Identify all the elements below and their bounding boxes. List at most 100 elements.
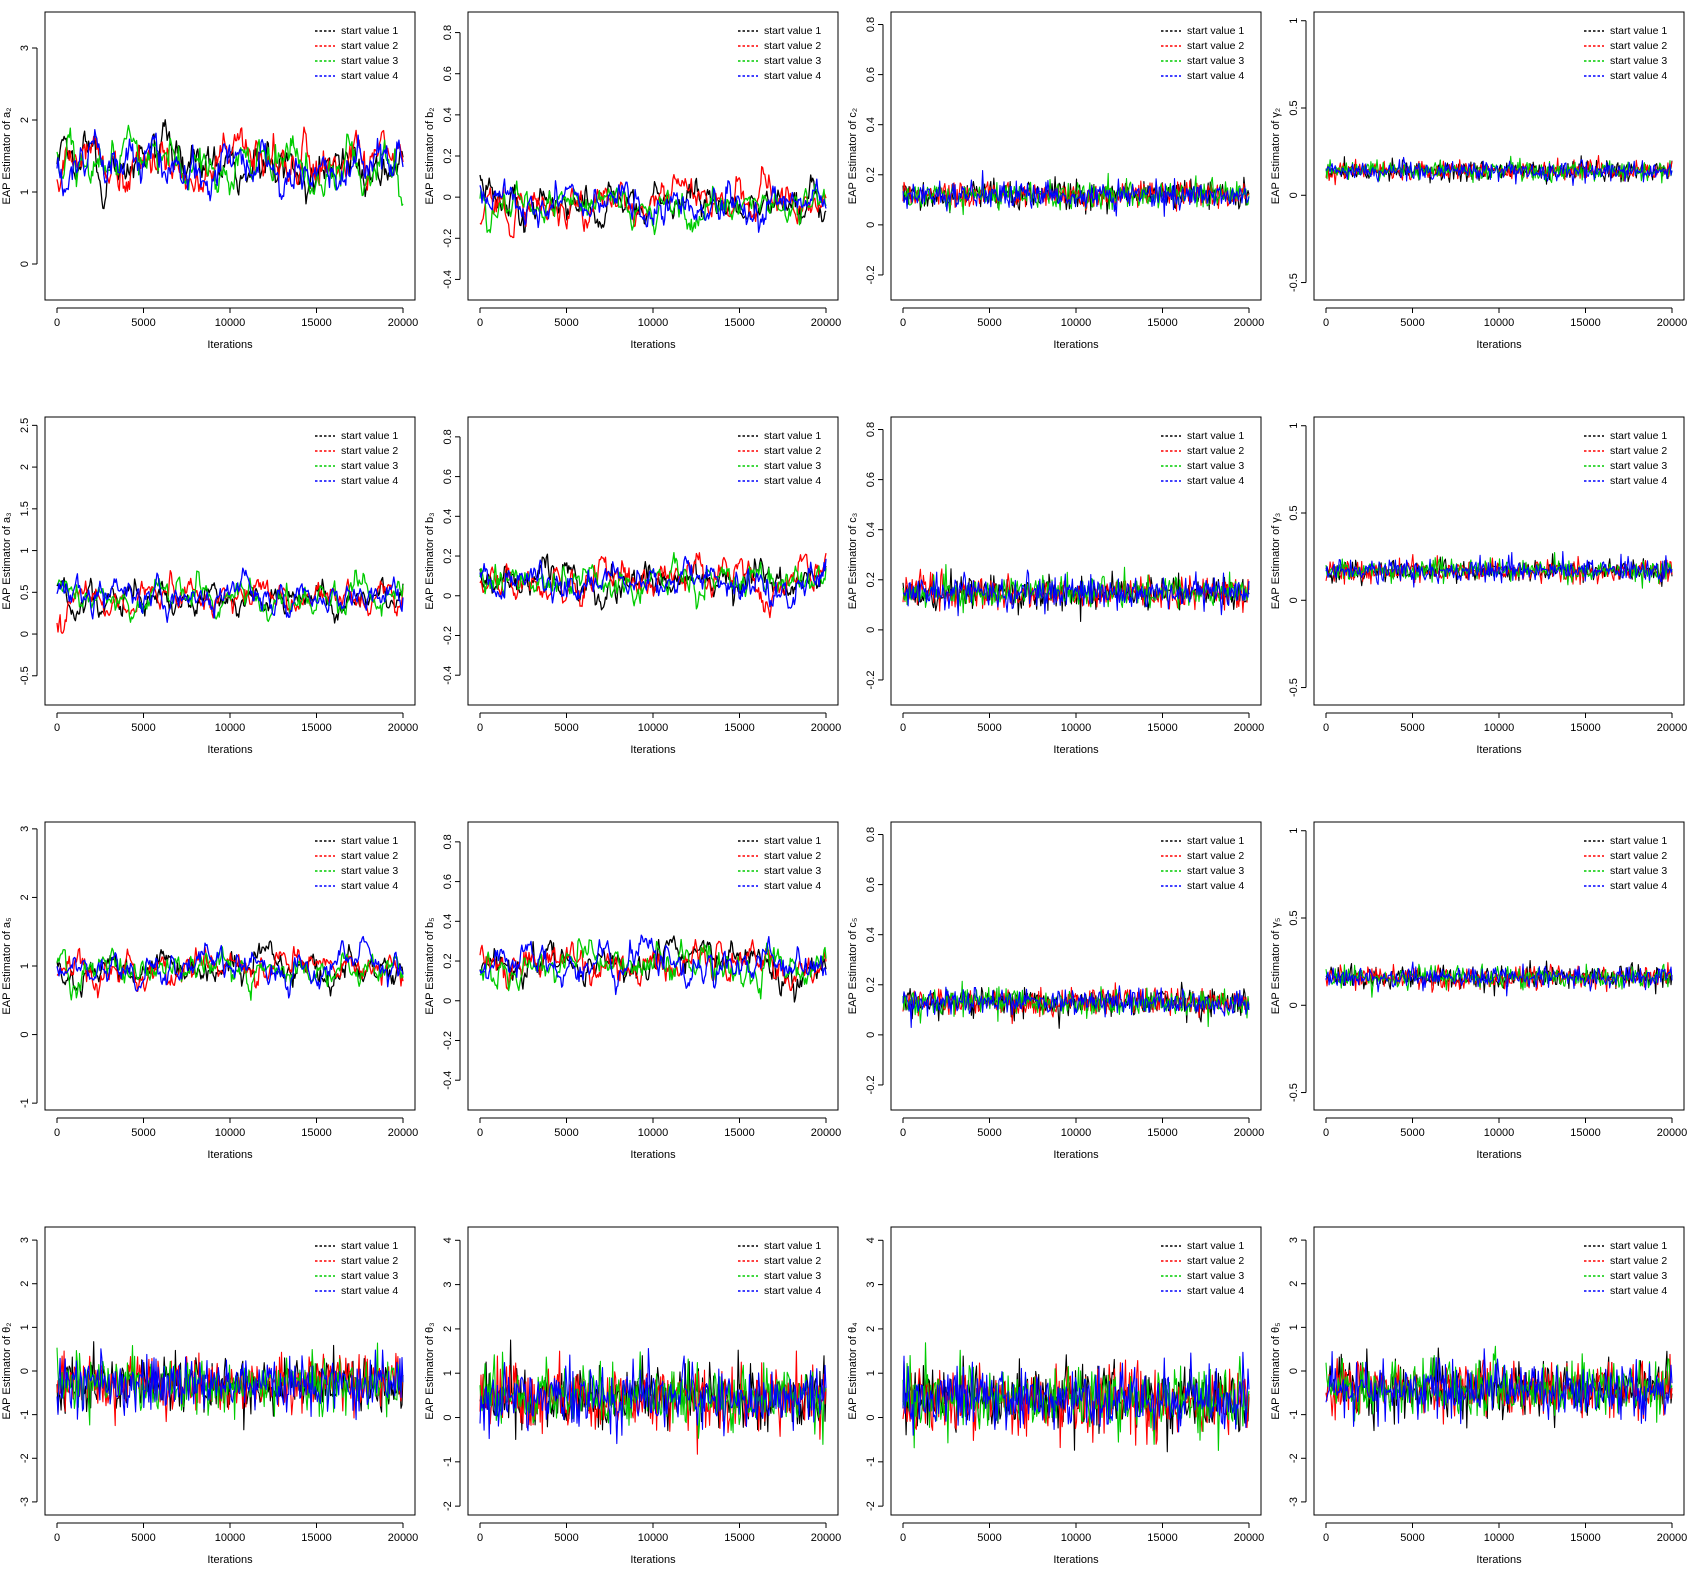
x-tick-label: 15000 <box>301 1127 332 1139</box>
y-axis-title: EAP Estimator of γ₂ <box>1270 108 1282 204</box>
legend-label: start value 3 <box>341 865 398 877</box>
y-tick-label: -0.2 <box>865 265 877 284</box>
x-tick-label: 0 <box>900 1532 906 1544</box>
x-tick-label: 10000 <box>1484 1127 1515 1139</box>
trace-plot-svg: 0 5000 10000 15000 20000 -0.4 -0.2 0 0.2 0.4 0.6 0.… <box>424 11 841 351</box>
x-tick-label: 5000 <box>977 1532 1001 1544</box>
legend-label: start value 1 <box>764 25 821 37</box>
y-tick-label: 0.4 <box>865 117 877 132</box>
x-axis-title: Iterations <box>630 744 676 756</box>
y-tick-label: 1 <box>19 1324 31 1330</box>
trace-plot-svg: 0 5000 10000 15000 20000 -1 0 1 2 3 Iterations EAP … <box>1 821 418 1161</box>
y-tick-label: 2 <box>19 464 31 470</box>
x-tick-label: 15000 <box>1147 317 1178 329</box>
x-tick-label: 5000 <box>554 317 578 329</box>
x-tick-label: 0 <box>1323 1532 1329 1544</box>
legend-label: start value 1 <box>1187 25 1244 37</box>
plot-frame <box>467 1226 839 1516</box>
y-tick-label: 2 <box>1288 1281 1300 1287</box>
legend-label: start value 4 <box>341 475 398 487</box>
x-axis-title: Iterations <box>1476 744 1522 756</box>
trace-plot-svg: 0 5000 10000 15000 20000 -0.5 0 0.5 1 Iterations E… <box>1270 821 1687 1161</box>
legend-label: start value 2 <box>341 445 398 457</box>
legend-label: start value 4 <box>764 475 821 487</box>
y-tick-label: 0 <box>865 1032 877 1038</box>
x-axis-title: Iterations <box>1476 1554 1522 1566</box>
x-axis-title: Iterations <box>1053 339 1099 351</box>
x-tick-label: 15000 <box>1570 317 1601 329</box>
legend-label: start value 2 <box>341 40 398 52</box>
plot-frame <box>467 416 839 706</box>
trace-plot-svg: 0 5000 10000 15000 20000 0 1 2 3 Iterations EAP Es… <box>1 11 418 351</box>
legend-label: start value 3 <box>1187 1270 1244 1282</box>
series-line <box>56 935 404 999</box>
plot-frame <box>467 11 839 301</box>
x-tick-label: 15000 <box>301 722 332 734</box>
y-tick-label: 0.2 <box>442 148 454 163</box>
y-tick-label: 0.8 <box>442 25 454 40</box>
x-tick-label: 10000 <box>638 1127 669 1139</box>
x-axis-title: Iterations <box>207 1149 253 1161</box>
legend-label: start value 2 <box>764 850 821 862</box>
trace-plot-svg: 0 5000 10000 15000 20000 -0.4 -0.2 0 0.2 0.4 0.6 0.… <box>424 416 841 756</box>
x-tick-label: 5000 <box>131 1127 155 1139</box>
legend-label: start value 4 <box>341 70 398 82</box>
x-axis-title: Iterations <box>1476 1149 1522 1161</box>
y-tick-label: 0 <box>19 261 31 267</box>
legend-label: start value 3 <box>764 460 821 472</box>
y-tick-label: 3 <box>865 1282 877 1288</box>
plot-frame <box>890 821 1262 1111</box>
x-tick-label: 5000 <box>977 317 1001 329</box>
x-tick-label: 5000 <box>977 722 1001 734</box>
plot-frame <box>890 416 1262 706</box>
trace-plot-panel: 0 5000 10000 15000 20000 -0.4 -0.2 0 0.2 0.4 0.6 0.… <box>423 405 841 765</box>
x-tick-label: 20000 <box>1657 1532 1687 1544</box>
series-line <box>479 552 827 619</box>
legend-label: start value 1 <box>1610 1240 1667 1252</box>
y-tick-label: 0 <box>865 222 877 228</box>
y-axis-title: EAP Estimator of a₂ <box>1 108 13 205</box>
y-axis-title: EAP Estimator of c₂ <box>847 108 859 204</box>
trace-plot-panel: 0 5000 10000 15000 20000 -3 -2 -1 0 1 2 3 Iterations… <box>1269 1215 1687 1575</box>
x-tick-label: 15000 <box>724 317 755 329</box>
y-axis-title: EAP Estimator of γ₅ <box>1270 918 1282 1015</box>
legend-label: start value 2 <box>1187 40 1244 52</box>
x-tick-label: 10000 <box>1061 1532 1092 1544</box>
legend-label: start value 1 <box>341 25 398 37</box>
y-tick-label: 0.2 <box>442 548 454 563</box>
y-tick-label: 0 <box>19 631 31 637</box>
x-tick-label: 15000 <box>1570 1127 1601 1139</box>
legend-label: start value 2 <box>1610 850 1667 862</box>
y-axis-title: EAP Estimator of θ₄ <box>847 1322 859 1420</box>
trace-plot-svg: 0 5000 10000 15000 20000 -3 -2 -1 0 1 2 3 Iterations… <box>1 1226 418 1566</box>
series-line <box>56 945 404 999</box>
x-tick-label: 5000 <box>977 1127 1001 1139</box>
plot-frame <box>1313 821 1685 1111</box>
trace-plot-panel: 0 5000 10000 15000 20000 -0.5 0 0.5 1 Iterations E… <box>1269 810 1687 1170</box>
x-tick-label: 15000 <box>724 1532 755 1544</box>
y-tick-label: -0.5 <box>1288 678 1300 697</box>
y-tick-label: 0.6 <box>442 66 454 81</box>
series-line <box>56 1350 404 1427</box>
y-tick-label: 4 <box>442 1237 454 1243</box>
trace-plot-svg: 0 5000 10000 15000 20000 -0.5 0 0.5 1 Iterations E… <box>1270 11 1687 351</box>
legend-label: start value 4 <box>764 880 821 892</box>
x-axis-title: Iterations <box>207 744 253 756</box>
x-axis-title: Iterations <box>1053 1554 1099 1566</box>
trace-plot-panel: 0 5000 10000 15000 20000 -3 -2 -1 0 1 2 3 Iterations… <box>0 1215 418 1575</box>
x-axis-title: Iterations <box>1476 339 1522 351</box>
y-axis-title: EAP Estimator of θ₂ <box>1 1323 13 1420</box>
y-tick-label: -0.5 <box>19 666 31 685</box>
trace-plot-panel: 0 5000 10000 15000 20000 -0.5 0 0.5 1 1.5 2 2.5 Iter… <box>0 405 418 765</box>
trace-plot-panel: 0 5000 10000 15000 20000 -0.2 0 0.2 0.4 0.6 0.8 Ite… <box>846 810 1264 1170</box>
x-tick-label: 5000 <box>131 317 155 329</box>
legend-label: start value 1 <box>341 1240 398 1252</box>
series-line <box>902 985 1250 1029</box>
series-line <box>56 567 404 623</box>
y-tick-label: 1.5 <box>19 501 31 516</box>
legend-label: start value 2 <box>341 1255 398 1267</box>
y-tick-label: 3 <box>19 45 31 51</box>
x-tick-label: 10000 <box>1484 1532 1515 1544</box>
x-tick-label: 20000 <box>1657 317 1687 329</box>
